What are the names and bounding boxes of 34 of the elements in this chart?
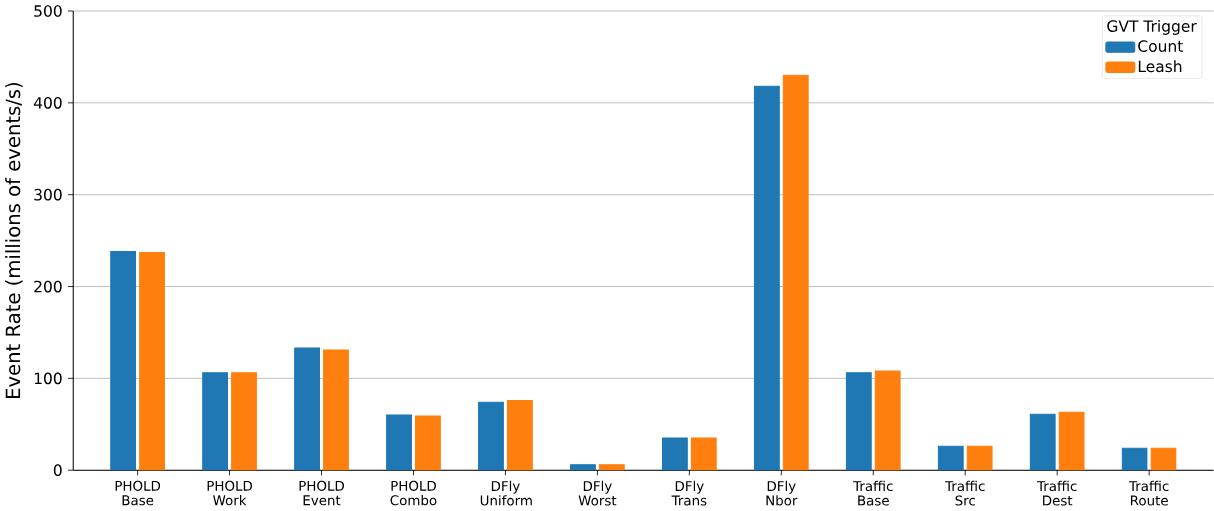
x-tick-label: PHOLD Work bbox=[207, 480, 253, 506]
legend-label: Leash bbox=[1138, 60, 1182, 73]
bar bbox=[1058, 411, 1085, 471]
y-tick-label: 100 bbox=[34, 372, 62, 385]
y-tick-label: 0 bbox=[53, 464, 62, 477]
bar bbox=[874, 370, 901, 471]
bar bbox=[506, 400, 533, 471]
x-tick-label: DFly Worst bbox=[578, 480, 617, 506]
x-tick-label: Traffic Src bbox=[945, 480, 985, 506]
bar bbox=[415, 415, 441, 471]
bar bbox=[323, 349, 349, 471]
x-tick-label: Traffic Route bbox=[1128, 480, 1169, 506]
bar bbox=[1150, 447, 1177, 471]
y-axis-title: Event Rate (millions of events/s) bbox=[5, 83, 23, 399]
x-tick-label: Traffic Dest bbox=[1036, 480, 1077, 506]
x-tick-label: DFly Trans bbox=[671, 480, 707, 506]
bar bbox=[139, 252, 165, 471]
legend-title: GVT Trigger bbox=[1107, 20, 1197, 36]
x-tick-label: DFly Uniform bbox=[480, 480, 532, 506]
x-tick-label: Traffic Base bbox=[853, 480, 893, 506]
bar bbox=[598, 464, 625, 471]
bar bbox=[966, 445, 993, 471]
x-tick-label: DFly Nbor bbox=[766, 480, 798, 506]
legend-label: Count bbox=[1138, 40, 1183, 53]
bar bbox=[231, 372, 257, 471]
x-tick-label: PHOLD Event bbox=[299, 480, 344, 506]
x-tick-label: PHOLD Base bbox=[115, 480, 161, 506]
y-tick-label: 300 bbox=[34, 188, 62, 201]
x-tick-label: PHOLD Combo bbox=[390, 480, 437, 506]
bar bbox=[782, 74, 809, 471]
y-tick-label: 400 bbox=[33, 97, 62, 109]
y-tick-label: 200 bbox=[34, 280, 62, 293]
bar bbox=[690, 437, 717, 471]
y-tick-label: 500 bbox=[34, 5, 62, 18]
